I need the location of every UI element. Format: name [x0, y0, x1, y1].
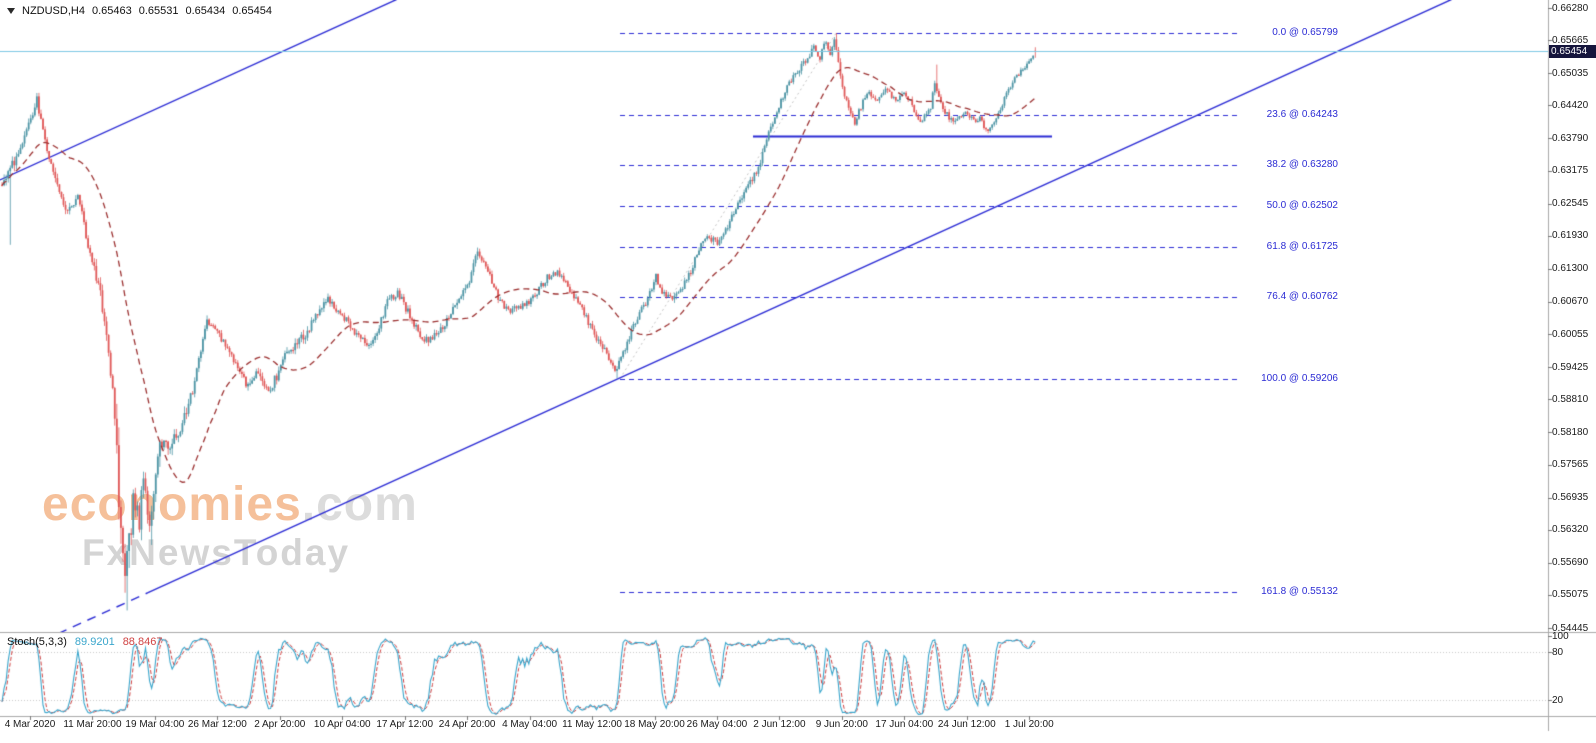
- mt4-chart-window: economies.com FxNewsToday NZDUSD,H4 0.65…: [0, 0, 1596, 743]
- price-chart-canvas[interactable]: [0, 0, 1596, 743]
